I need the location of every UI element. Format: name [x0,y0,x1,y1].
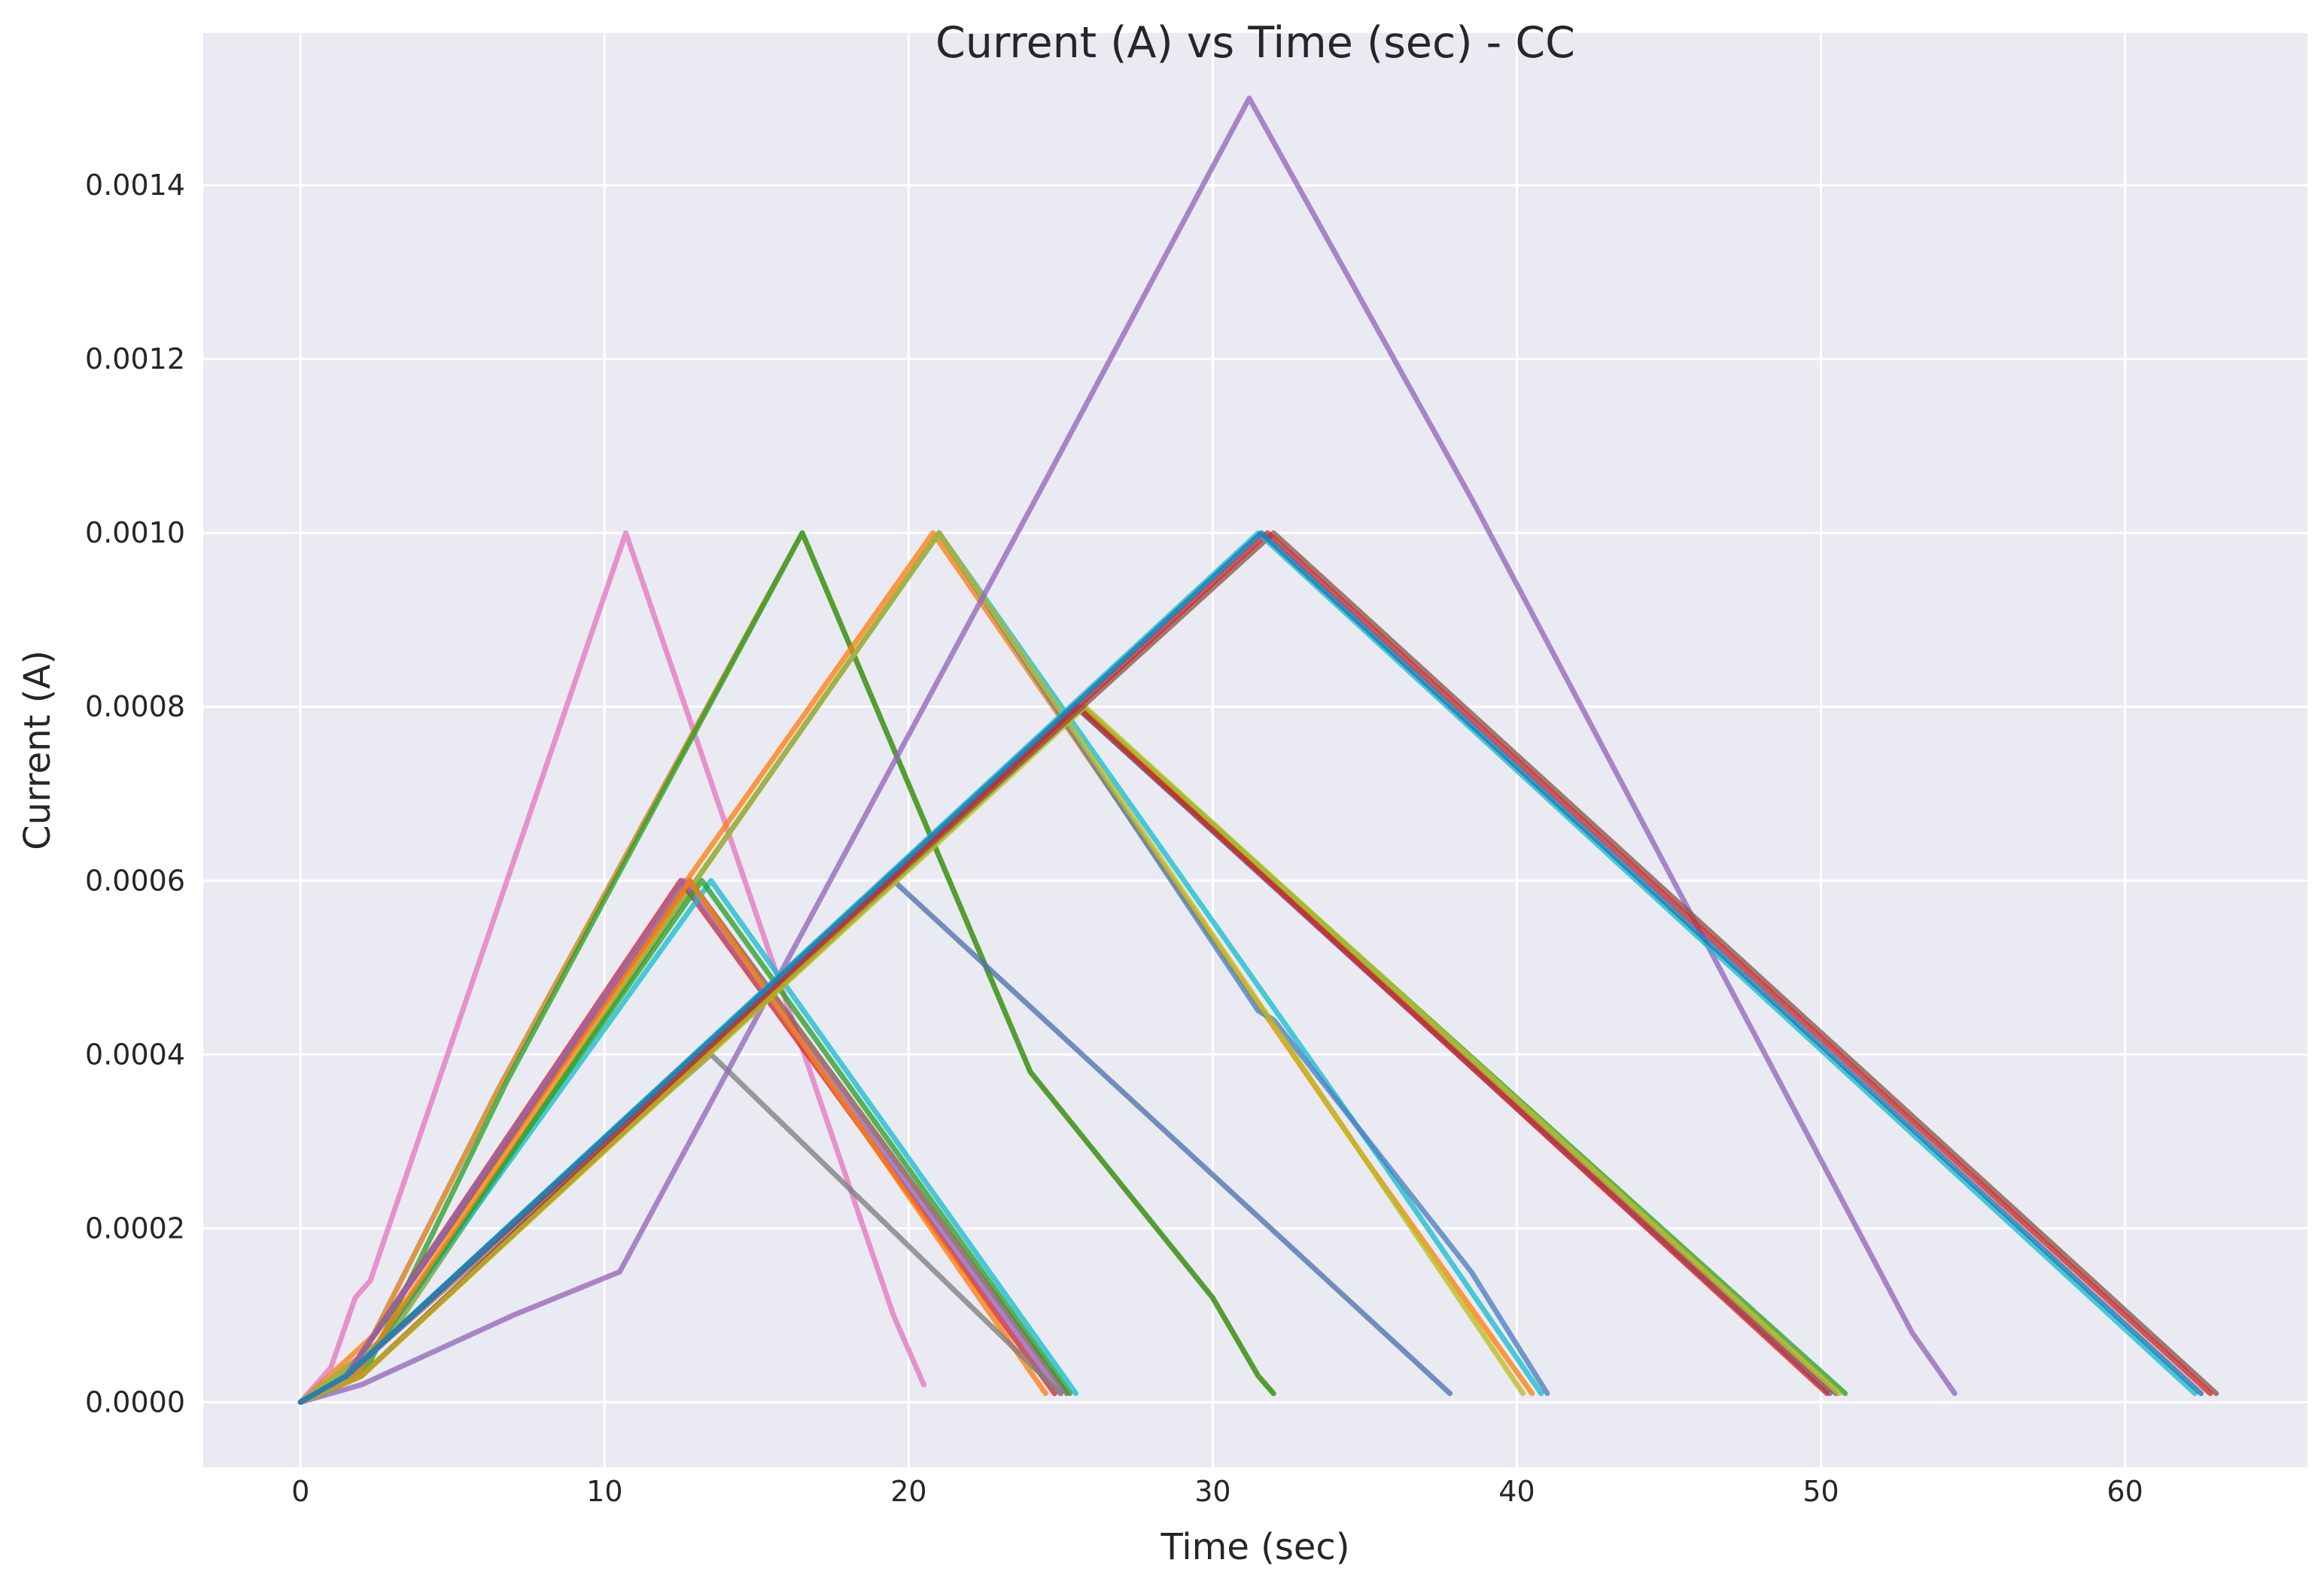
series-line-21 [297,704,1842,1405]
x-tick-label: 60 [2107,1475,2143,1508]
y-tick-label: 0.0014 [85,169,185,202]
y-tick-label: 0.0004 [85,1038,185,1071]
plot-background [203,33,2307,1467]
x-tick-labels: 0 10 20 30 40 50 60 [291,1475,2143,1508]
chart-title: Current (A) vs Time (sec) - CC [935,18,1575,68]
y-tick-label: 0.0008 [85,690,185,723]
x-tick-label: 0 [291,1475,309,1508]
y-tick-label: 0.0000 [85,1385,185,1418]
series-layer [297,96,2219,1405]
x-tick-label: 30 [1194,1475,1230,1508]
y-axis-label: Current (A) [17,650,59,850]
y-tick-label: 0.0002 [85,1212,185,1245]
x-tick-label: 40 [1498,1475,1535,1508]
x-axis-label: Time (sec) [1160,1526,1349,1568]
series-line-16 [297,96,1957,1405]
x-tick-label: 10 [586,1475,622,1508]
x-tick-label: 50 [1802,1475,1839,1508]
x-tick-label: 20 [890,1475,926,1508]
series-line-25 [297,530,2204,1405]
y-tick-label: 0.0010 [85,516,185,549]
y-tick-labels: 0.0000 0.0002 0.0004 0.0006 0.0008 0.0010 0.00… [85,169,185,1418]
y-tick-label: 0.0012 [85,342,185,375]
y-tick-label: 0.0006 [85,864,185,897]
series-line-1 [297,530,927,1405]
